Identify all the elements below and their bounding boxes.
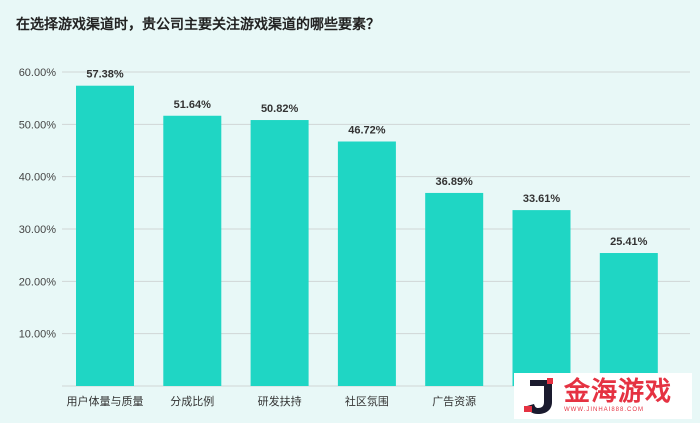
bar [425,192,484,386]
bar [76,85,134,386]
bar [163,115,222,386]
bar [599,253,658,386]
bar [337,141,396,386]
data-label: 36.89% [436,176,474,188]
data-label: 51.64% [174,99,212,111]
y-tick-label: 50.00% [19,119,57,131]
category-label: 社区氛围 [345,394,389,408]
y-tick-label: 40.00% [19,172,57,184]
watermark-text: 金海游戏 [564,377,673,407]
data-label: 57.38% [86,69,124,81]
data-label: 25.41% [610,236,648,248]
y-tick-label: 20.00% [19,276,57,288]
data-label: 46.72% [348,124,386,136]
category-label: 研发扶持 [258,394,302,408]
bar [512,210,571,386]
logo-mark-icon [524,376,558,416]
y-tick-label: 60.00% [19,67,57,79]
category-label: 分成比例 [170,394,214,408]
watermark-subtext: WWW.JINHAI888.COM [564,407,645,413]
chart-title: 在选择游戏渠道时，贵公司主要关注游戏渠道的哪些要素？ [16,17,380,33]
y-tick-label: 10.00% [19,329,57,341]
watermark-logo: 金海游戏 WWW.JINHAI888.COM [514,373,692,419]
category-label: 用户体量与质量 [67,394,144,408]
data-label: 33.61% [523,193,561,205]
y-tick-label: 30.00% [19,224,57,236]
bar [250,120,309,387]
category-label: 广告资源 [432,394,476,408]
data-label: 50.82% [261,103,299,115]
